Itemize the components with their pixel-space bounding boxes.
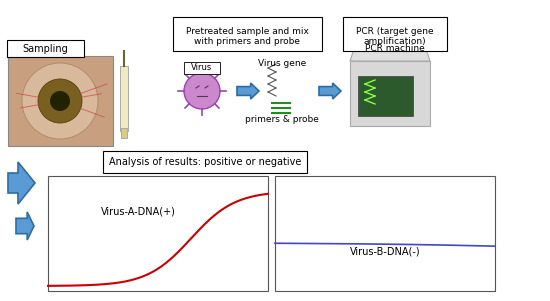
FancyBboxPatch shape [184, 62, 220, 74]
Text: Sampling: Sampling [22, 44, 68, 54]
Text: primers & probe: primers & probe [245, 114, 319, 123]
Bar [48, 176, 268, 291]
Text: Virus: Virus [191, 64, 213, 73]
FancyBboxPatch shape [343, 17, 447, 51]
Polygon shape [350, 46, 430, 61]
FancyBboxPatch shape [103, 151, 307, 173]
Circle shape [50, 91, 70, 111]
Text: Analysis of results: positive or negative: Analysis of results: positive or negativ… [109, 157, 301, 167]
Polygon shape [319, 83, 341, 99]
Text: PCR (target gene: PCR (target gene [356, 26, 434, 36]
Bar [358, 76, 413, 116]
Bar [275, 176, 495, 291]
Polygon shape [237, 83, 259, 99]
Polygon shape [8, 162, 35, 204]
Text: Virus-B-DNA(-): Virus-B-DNA(-) [350, 246, 420, 256]
Bar [120, 66, 128, 131]
Text: Pretreated sample and mix: Pretreated sample and mix [185, 26, 309, 36]
Text: PCR machine: PCR machine [365, 44, 425, 53]
Circle shape [184, 73, 220, 109]
Bar [8, 56, 113, 146]
FancyBboxPatch shape [7, 40, 84, 57]
Circle shape [22, 63, 98, 139]
FancyBboxPatch shape [173, 17, 322, 51]
Bar [350, 61, 430, 126]
Text: Virus gene: Virus gene [258, 58, 306, 67]
Text: Virus-A-DNA(+): Virus-A-DNA(+) [101, 206, 175, 216]
Bar [121, 128, 127, 138]
Text: amplification): amplification) [364, 36, 426, 45]
Text: with primers and probe: with primers and probe [194, 36, 300, 45]
Polygon shape [16, 212, 34, 240]
Circle shape [38, 79, 82, 123]
